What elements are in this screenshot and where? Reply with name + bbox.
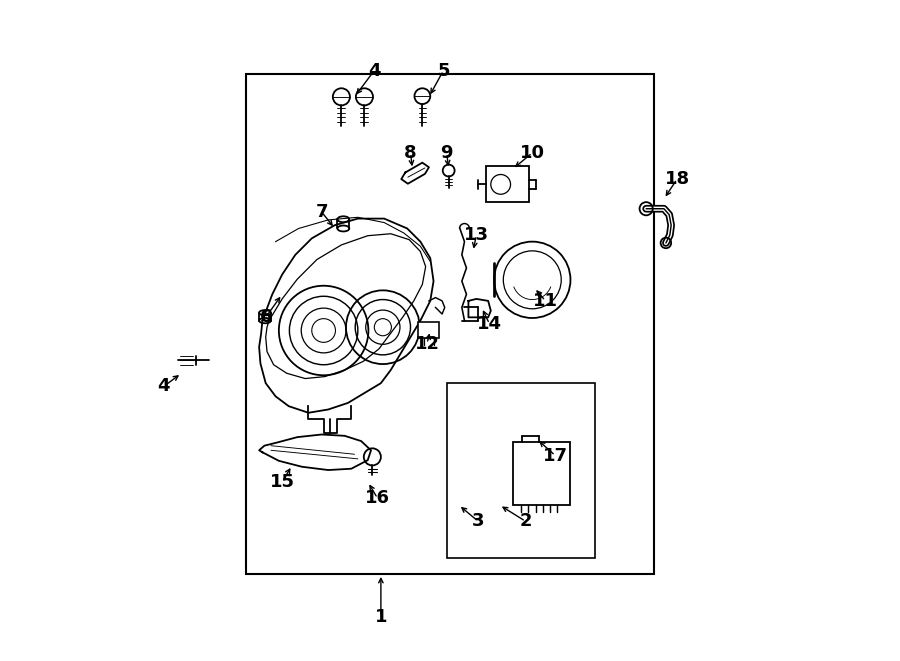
Text: 9: 9 xyxy=(440,144,453,162)
Text: 17: 17 xyxy=(543,447,568,465)
Text: 15: 15 xyxy=(270,473,294,491)
Text: 6: 6 xyxy=(259,308,272,327)
Text: 4: 4 xyxy=(368,61,381,79)
Text: 2: 2 xyxy=(519,512,532,530)
Text: 3: 3 xyxy=(472,512,484,530)
Text: 10: 10 xyxy=(520,144,544,162)
Text: 7: 7 xyxy=(315,203,328,221)
Text: 5: 5 xyxy=(437,61,450,79)
Bar xyxy=(446,383,595,558)
Text: 4: 4 xyxy=(158,377,170,395)
Text: 14: 14 xyxy=(477,315,502,333)
Bar xyxy=(486,166,529,202)
Text: 16: 16 xyxy=(365,489,390,508)
Polygon shape xyxy=(401,163,429,184)
Bar xyxy=(512,442,571,505)
Polygon shape xyxy=(259,434,371,470)
Bar xyxy=(418,322,439,338)
Text: 13: 13 xyxy=(464,226,489,244)
Text: 11: 11 xyxy=(533,292,558,310)
Text: 18: 18 xyxy=(664,170,689,188)
Text: 12: 12 xyxy=(415,334,439,353)
Text: 8: 8 xyxy=(404,144,417,162)
Text: 1: 1 xyxy=(374,608,387,626)
Bar xyxy=(246,74,654,574)
